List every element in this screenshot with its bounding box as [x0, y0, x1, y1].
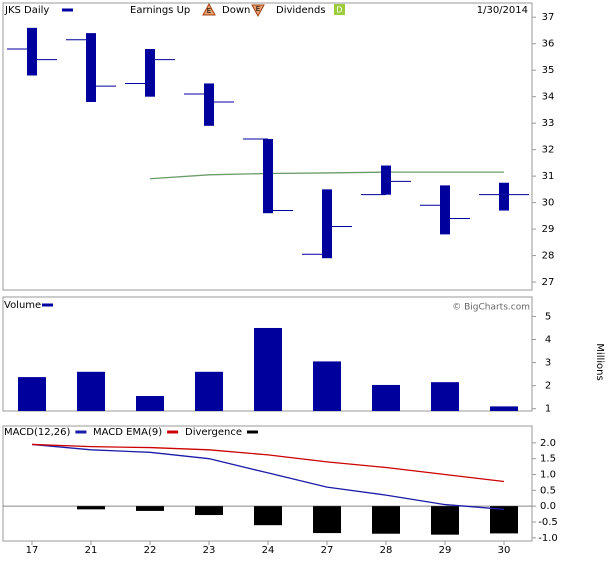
y-tick-label: 31: [542, 171, 555, 182]
y-tick-label: 3: [545, 358, 551, 369]
divergence-bar: [372, 506, 400, 534]
price-title: JKS Daily: [4, 5, 49, 16]
x-tick-label: 21: [85, 545, 98, 556]
price-range: [145, 49, 155, 97]
volume-bar: [136, 396, 164, 411]
x-tick-label: 28: [380, 545, 393, 556]
y-tick-label: -0.5: [538, 517, 558, 528]
x-tick-label: 17: [26, 545, 39, 556]
x-tick-label: 30: [498, 545, 511, 556]
y-tick-label: 2.0: [540, 438, 556, 449]
y-tick-label: 1.5: [540, 454, 556, 465]
volume-bar: [254, 327, 282, 411]
macd-line: [31, 443, 505, 510]
y-tick-label: 0.5: [540, 485, 556, 496]
volume-title: Volume: [4, 300, 41, 311]
earnings-down-icon: [251, 4, 265, 18]
y-tick-label: 32: [542, 145, 555, 156]
earnings-down-letter: E: [256, 5, 260, 13]
price-range: [381, 165, 391, 195]
dividends-icon: [334, 4, 345, 15]
x-tick-label: 23: [203, 545, 216, 556]
y-tick-label: 2: [545, 381, 551, 392]
earnings-up-letter: E: [207, 7, 211, 15]
divergence-bar: [254, 506, 282, 526]
price-range: [263, 139, 273, 214]
x-tick-label: 22: [144, 545, 157, 556]
legend-dividends: Dividends: [276, 5, 326, 16]
price-panel: [2, 2, 533, 291]
y-tick-label: 27: [542, 277, 555, 288]
x-tick-label: 27: [321, 545, 334, 556]
divergence-bar: [431, 506, 459, 535]
price-range: [86, 33, 96, 102]
moving-average: [149, 171, 504, 180]
price-range: [499, 182, 509, 211]
y-tick-label: 35: [542, 65, 555, 76]
y-tick-label: 37: [542, 12, 555, 23]
y-tick-label: 1: [545, 404, 551, 415]
y-tick-label: 5: [545, 311, 551, 322]
volume-bar: [431, 382, 459, 411]
macd-line: [31, 443, 505, 483]
legend-label: Divergence: [185, 427, 242, 438]
volume-bar: [372, 384, 400, 411]
credit: © BigCharts.com: [452, 303, 530, 313]
divergence-bar: [77, 506, 105, 510]
price-range: [322, 189, 332, 259]
y-tick-label: 4: [545, 335, 551, 346]
dividends-letter: D: [336, 6, 342, 15]
y-tick-label: 36: [542, 39, 555, 50]
divergence-bar: [195, 506, 223, 516]
y-tick-label: 29: [542, 224, 555, 235]
x-tick-label: 29: [439, 545, 452, 556]
price-range: [440, 185, 450, 235]
volume-axis-label: Millions: [594, 343, 605, 380]
volume-bar: [18, 377, 46, 411]
price-range: [204, 83, 214, 126]
y-tick-label: 33: [542, 118, 555, 129]
date: 1/30/2014: [477, 5, 528, 16]
y-tick-label: 34: [542, 92, 555, 103]
y-tick-label: 28: [542, 251, 555, 262]
legend-label: MACD EMA(9): [93, 427, 162, 438]
x-tick-label: 24: [262, 545, 275, 556]
volume-bar: [77, 371, 105, 411]
volume-bar: [313, 361, 341, 411]
y-tick-label: 30: [542, 198, 555, 209]
price-range: [27, 27, 37, 76]
divergence-bar: [490, 506, 518, 534]
earnings-up-icon: [202, 2, 216, 16]
y-tick-label: 1.0: [540, 470, 556, 481]
divergence-bar: [313, 506, 341, 534]
y-tick-label: -1.0: [538, 533, 558, 544]
legend-label: MACD(12,26): [4, 427, 71, 438]
divergence-bar: [136, 506, 164, 511]
legend-earnings-up: Earnings Up: [130, 5, 190, 16]
volume-bar: [490, 406, 518, 411]
y-tick-label: 0.0: [540, 501, 556, 512]
legend-down: Down: [222, 5, 250, 16]
volume-bar: [195, 371, 223, 411]
